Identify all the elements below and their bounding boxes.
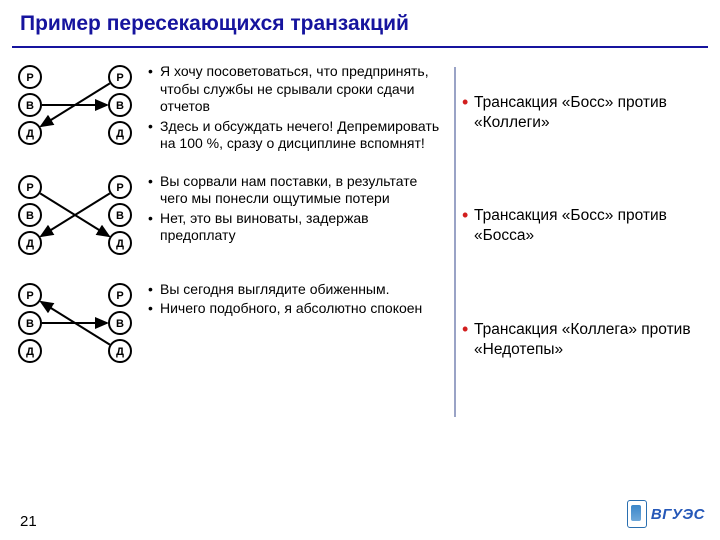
svg-text:В: В xyxy=(116,210,124,222)
bullet-text: Я хочу посоветоваться, что предпринять, … xyxy=(160,63,448,116)
example-bullets: Вы сорвали нам поставки, в результате че… xyxy=(146,173,448,247)
left-column: Р В Д Р В Д Я хочу посоветоваться, что предпр… xyxy=(10,63,448,443)
svg-text:Д: Д xyxy=(26,238,34,250)
transaction-label: Трансакция «Босс» против «Босса» xyxy=(462,206,708,246)
svg-text:Д: Д xyxy=(116,128,124,140)
header: Пример пересекающихся транзакций xyxy=(0,0,720,42)
svg-text:В: В xyxy=(116,318,124,330)
bullet-text: Ничего подобного, я абсолютно спокоен xyxy=(160,300,448,318)
transaction-label: Трансакция «Босс» против «Коллеги» xyxy=(462,93,708,133)
svg-text:Д: Д xyxy=(26,346,34,358)
svg-text:Д: Д xyxy=(116,238,124,250)
svg-text:Д: Д xyxy=(26,128,34,140)
right-column: Трансакция «Босс» против «Коллеги» Транс… xyxy=(462,63,708,443)
state-diagram: Р В Д Р В Д xyxy=(10,63,140,153)
page-number: 21 xyxy=(20,513,37,530)
brand-logo: ВГУЭС xyxy=(627,500,705,528)
content: Р В Д Р В Д Я хочу посоветоваться, что предпр… xyxy=(0,48,720,443)
transaction-label: Трансакция «Коллега» против «Недотепы» xyxy=(462,320,708,360)
svg-text:Р: Р xyxy=(26,290,33,302)
vertical-divider xyxy=(454,67,456,417)
svg-text:В: В xyxy=(26,210,34,222)
svg-text:В: В xyxy=(26,318,34,330)
logo-icon xyxy=(627,500,647,528)
bullet-text: Здесь и обсуждать нечего! Депремировать … xyxy=(160,118,448,153)
svg-text:Р: Р xyxy=(116,290,123,302)
svg-text:Р: Р xyxy=(26,182,33,194)
svg-text:В: В xyxy=(26,100,34,112)
svg-text:Р: Р xyxy=(26,72,33,84)
svg-text:В: В xyxy=(116,100,124,112)
svg-text:Д: Д xyxy=(116,346,124,358)
logo-text: ВГУЭС xyxy=(651,506,705,523)
example-bullets: Вы сегодня выглядите обиженным. Ничего п… xyxy=(146,281,448,320)
bullet-text: Нет, это вы виноваты, задержав предоплат… xyxy=(160,210,448,245)
example-bullets: Я хочу посоветоваться, что предпринять, … xyxy=(146,63,448,155)
example-row: Р В Д Р В Д Вы сегодня выглядите обиженным. Н… xyxy=(10,281,448,371)
svg-text:Р: Р xyxy=(116,182,123,194)
example-row: Р В Д Р В Д Вы сорвали нам поставки, в резуль… xyxy=(10,173,448,263)
example-row: Р В Д Р В Д Я хочу посоветоваться, что предпр… xyxy=(10,63,448,155)
svg-text:Р: Р xyxy=(116,72,123,84)
state-diagram: Р В Д Р В Д xyxy=(10,173,140,263)
bullet-text: Вы сорвали нам поставки, в результате че… xyxy=(160,173,448,208)
bullet-text: Вы сегодня выглядите обиженным. xyxy=(160,281,448,299)
state-diagram: Р В Д Р В Д xyxy=(10,281,140,371)
page-title: Пример пересекающихся транзакций xyxy=(20,12,720,36)
